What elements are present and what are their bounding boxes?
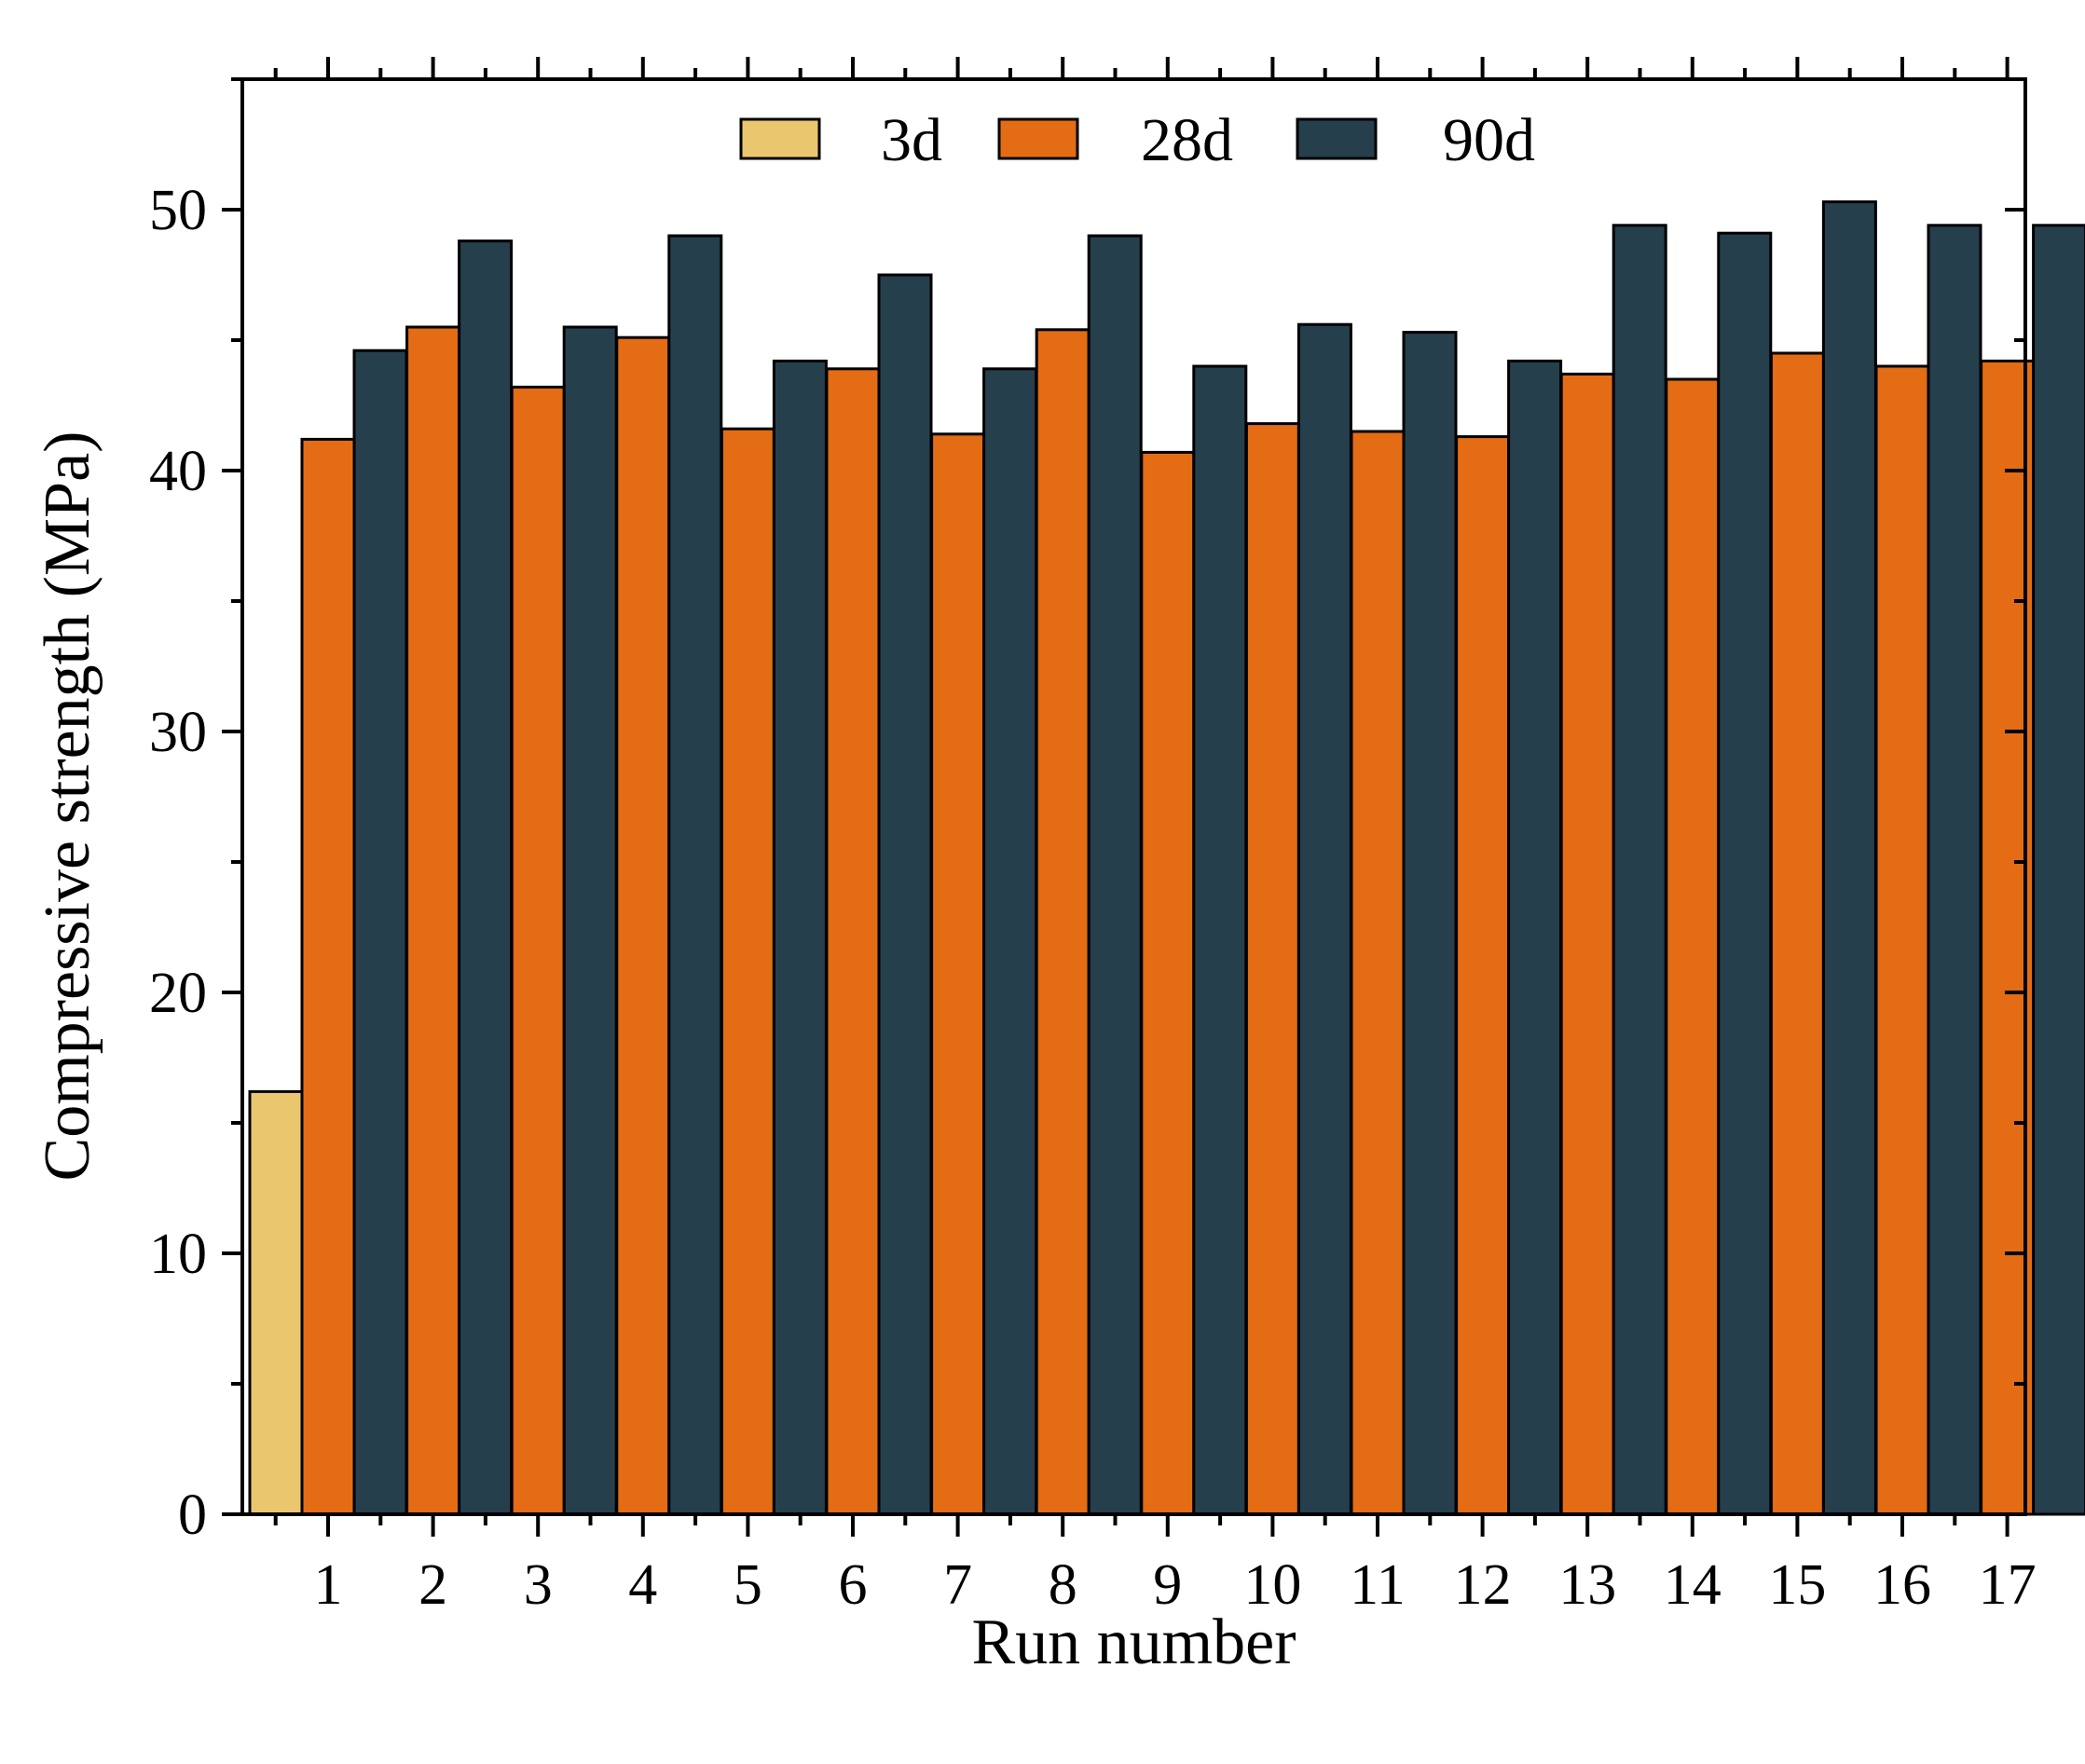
x-tick-label: 7 [943, 1553, 972, 1617]
legend-swatch-3d [739, 117, 821, 160]
y-tick-labels: 0 10 20 30 40 50 [149, 179, 207, 1547]
bar-28d-run-1 [300, 437, 356, 1516]
bar-28d-run-15 [1769, 351, 1825, 1516]
bar-28d-run-4 [615, 335, 671, 1516]
y-tick-label: 10 [149, 1223, 207, 1286]
bar-28d-run-3 [510, 385, 566, 1516]
x-tick-label: 4 [628, 1553, 657, 1617]
x-tick-label: 16 [1873, 1553, 1931, 1617]
bar-90d-run-5 [772, 359, 828, 1516]
bar-28d-run-2 [405, 325, 461, 1516]
x-tick-label: 9 [1153, 1553, 1182, 1617]
bar-90d-run-10 [1296, 322, 1352, 1516]
bar-28d-run-7 [930, 432, 986, 1516]
x-tick-label: 3 [524, 1553, 553, 1617]
x-tick-label: 14 [1664, 1553, 1721, 1617]
x-tick-labels: 1 2 3 4 5 6 7 8 9 10 11 12 13 14 15 16 17 [314, 1553, 2037, 1617]
bar-90d-run-6 [877, 273, 933, 1516]
bar-90d-run-3 [562, 325, 618, 1516]
bar-28d-run-11 [1350, 430, 1406, 1516]
bar-90d-run-8 [1087, 234, 1143, 1516]
x-tick-label: 2 [418, 1553, 447, 1617]
legend-label-3d: 3d [881, 106, 942, 174]
legend-label-28d: 28d [1141, 106, 1233, 174]
ticks-layer [222, 57, 2025, 1537]
bar-28d-run-10 [1244, 422, 1300, 1516]
legend-swatch-90d [1296, 117, 1378, 160]
bar-90d-run-12 [1507, 359, 1563, 1516]
bar-90d-run-9 [1192, 364, 1248, 1516]
bar-90d-run-4 [667, 234, 723, 1516]
bar-90d-run-17 [2032, 224, 2085, 1516]
bar-28d-run-6 [825, 367, 881, 1516]
x-tick-label: 17 [1979, 1553, 2037, 1617]
y-tick-label: 40 [149, 440, 207, 503]
bar-90d-run-7 [982, 367, 1038, 1516]
bar-28d-run-16 [1874, 364, 1930, 1516]
bar-90d-run-14 [1717, 231, 1773, 1516]
y-tick-label: 30 [149, 701, 207, 764]
x-tick-label: 12 [1454, 1553, 1512, 1617]
y-tick-label: 0 [178, 1484, 207, 1547]
y-tick-label: 50 [149, 179, 207, 242]
bar-28d-run-9 [1140, 450, 1196, 1516]
bar-3d-run-1 [248, 1089, 304, 1516]
bar-90d-run-1 [352, 349, 408, 1516]
plot-frame [240, 77, 2027, 1516]
legend: 3d 28d 90d [739, 106, 1535, 174]
bar-28d-run-12 [1455, 435, 1511, 1516]
legend-label-90d: 90d [1443, 106, 1535, 174]
bars-layer [248, 200, 2085, 1516]
bar-28d-run-5 [720, 427, 775, 1516]
x-tick-label: 11 [1350, 1553, 1406, 1617]
bar-90d-run-11 [1402, 331, 1458, 1516]
x-tick-label: 15 [1768, 1553, 1826, 1617]
x-axis-title: Run number [971, 1607, 1296, 1678]
bar-28d-run-14 [1665, 377, 1721, 1516]
x-tick-label: 5 [734, 1553, 762, 1617]
bar-90d-run-16 [1927, 224, 1982, 1516]
x-tick-label: 13 [1558, 1553, 1616, 1617]
bar-28d-run-8 [1035, 328, 1091, 1516]
bar-90d-run-2 [458, 239, 514, 1516]
legend-swatch-28d [997, 117, 1079, 160]
x-tick-label: 6 [839, 1553, 868, 1617]
bar-28d-run-13 [1559, 372, 1615, 1516]
y-axis-title: Compressive strength (MPa) [32, 431, 103, 1182]
bar-90d-run-15 [1821, 200, 1877, 1516]
bar-90d-run-13 [1612, 224, 1667, 1516]
x-tick-label: 8 [1049, 1553, 1077, 1617]
x-tick-label: 10 [1243, 1553, 1301, 1617]
x-tick-label: 1 [314, 1553, 343, 1617]
y-tick-label: 20 [149, 962, 207, 1025]
